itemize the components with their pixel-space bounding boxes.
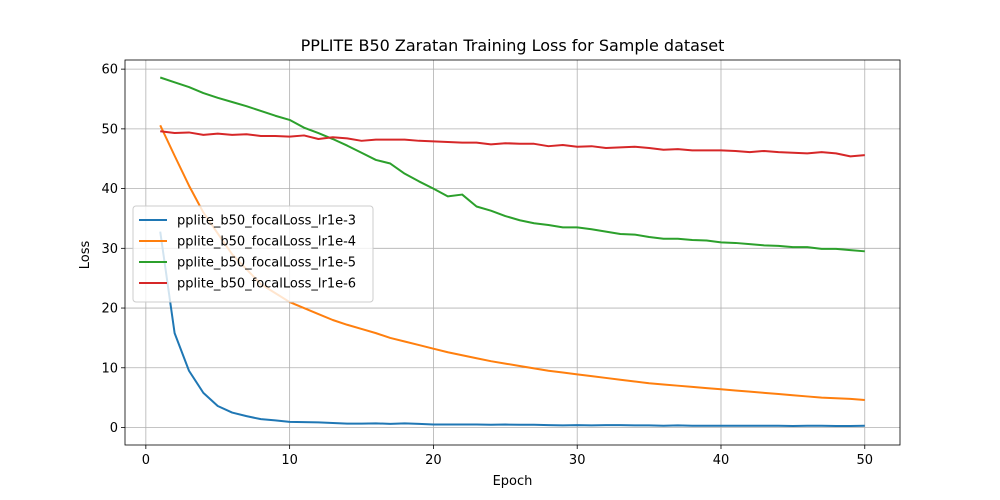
legend-label: pplite_b50_focalLoss_lr1e-4 <box>177 235 356 250</box>
series-line-3 <box>159 76 865 253</box>
x-tick-label: 20 <box>425 453 442 468</box>
x-tick-label: 50 <box>856 453 873 468</box>
chart-title: PPLITE B50 Zaratan Training Loss for Sam… <box>301 36 725 55</box>
y-tick-label: 50 <box>101 122 118 137</box>
x-tick-label: 30 <box>569 453 586 468</box>
y-tick-label: 30 <box>101 242 118 257</box>
legend: pplite_b50_focalLoss_lr1e-3 pplite_b50_fo… <box>132 205 374 303</box>
legend-label: pplite_b50_focalLoss_lr1e-3 <box>177 214 356 229</box>
x-tick-label: 0 <box>142 453 150 468</box>
series-line-1 <box>159 231 865 428</box>
grid <box>125 60 900 445</box>
y-tick-label: 60 <box>101 63 118 78</box>
x-axis-label: Epoch <box>493 474 533 489</box>
x-tick-label: 10 <box>281 453 298 468</box>
legend-label: pplite_b50_focalLoss_lr1e-6 <box>177 277 356 292</box>
legend-label: pplite_b50_focalLoss_lr1e-5 <box>177 256 356 271</box>
series-line-4 <box>160 130 865 158</box>
y-tick-label: 10 <box>101 361 118 376</box>
axis-ticks: 0 10 20 30 40 50 0 10 20 30 40 50 60 <box>101 63 873 468</box>
series-layer <box>159 76 865 428</box>
plot-frame <box>124 59 901 446</box>
legend-box <box>132 205 374 303</box>
y-tick-label: 0 <box>110 421 118 436</box>
y-tick-label: 40 <box>101 182 118 197</box>
x-tick-label: 40 <box>713 453 730 468</box>
y-axis-label: Loss <box>78 241 93 270</box>
y-tick-label: 20 <box>101 302 118 317</box>
